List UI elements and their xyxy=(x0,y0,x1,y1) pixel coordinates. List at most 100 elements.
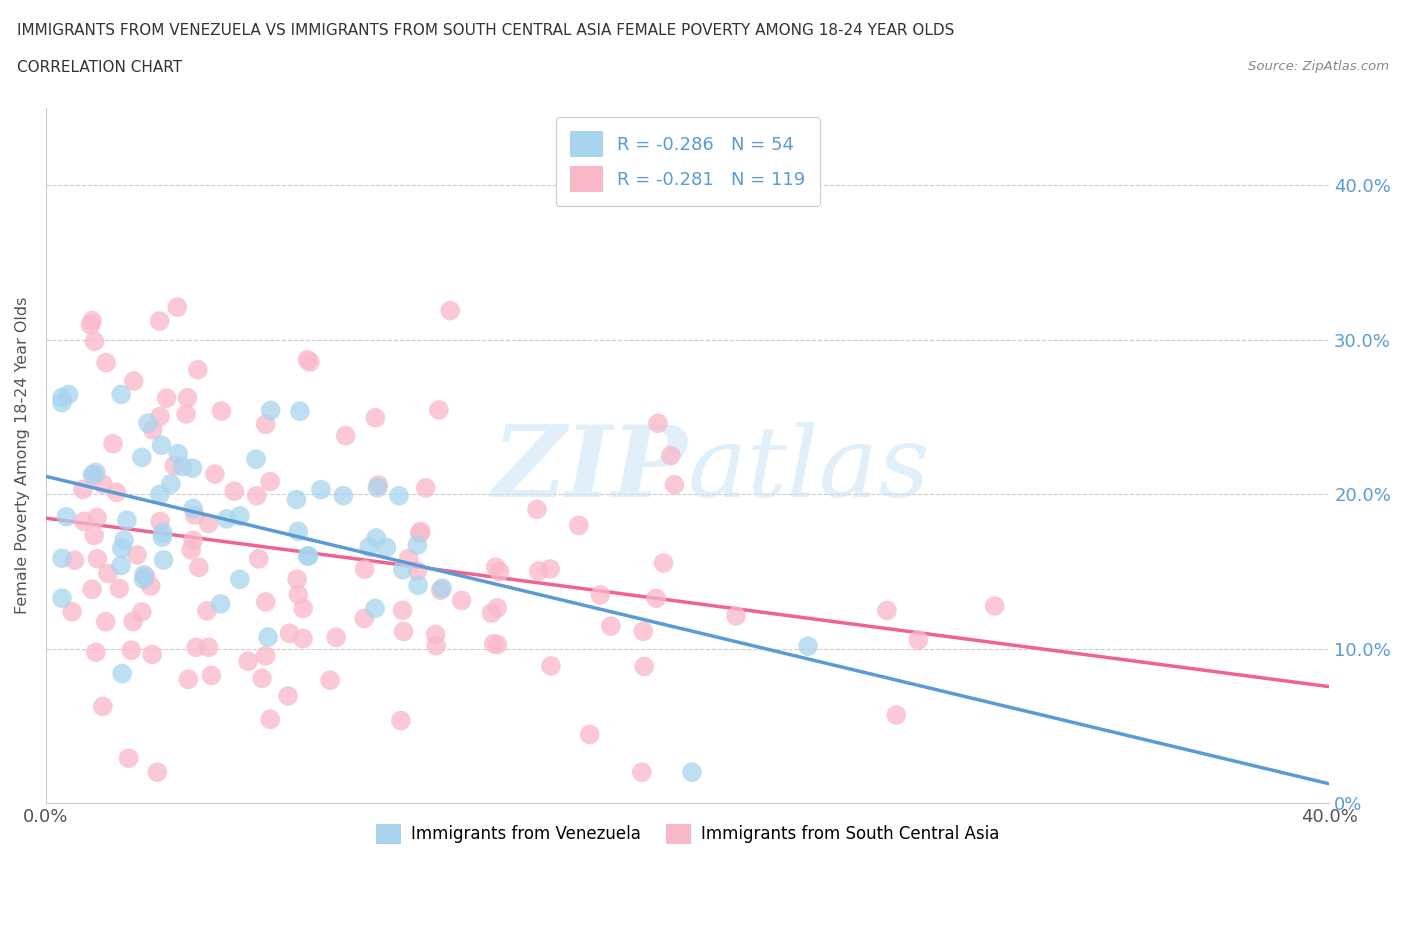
Point xyxy=(599,618,621,633)
Point xyxy=(91,699,114,714)
Point xyxy=(101,436,124,451)
Point xyxy=(886,708,908,723)
Point xyxy=(409,525,432,540)
Point xyxy=(287,524,309,538)
Point xyxy=(176,391,198,405)
Point xyxy=(353,611,375,626)
Point xyxy=(215,512,238,526)
Point xyxy=(186,640,208,655)
Point xyxy=(250,671,273,685)
Point xyxy=(55,510,77,525)
Point xyxy=(139,578,162,593)
Point xyxy=(309,483,332,498)
Point xyxy=(325,630,347,644)
Point xyxy=(391,563,413,578)
Point xyxy=(79,317,101,332)
Point xyxy=(63,552,86,567)
Point xyxy=(388,488,411,503)
Point xyxy=(439,303,461,318)
Point xyxy=(229,509,252,524)
Point xyxy=(160,476,183,491)
Point xyxy=(485,560,508,575)
Point xyxy=(482,636,505,651)
Point xyxy=(527,564,550,578)
Point xyxy=(82,467,104,482)
Point xyxy=(254,648,277,663)
Point xyxy=(111,540,134,555)
Point xyxy=(84,644,107,659)
Point xyxy=(86,551,108,566)
Point xyxy=(177,671,200,686)
Point xyxy=(187,560,209,575)
Point xyxy=(425,627,447,642)
Point xyxy=(181,460,204,475)
Point xyxy=(429,583,451,598)
Point xyxy=(51,591,73,605)
Point xyxy=(406,578,429,592)
Y-axis label: Female Poverty Among 18-24 Year Olds: Female Poverty Among 18-24 Year Olds xyxy=(15,297,30,614)
Point xyxy=(278,626,301,641)
Point xyxy=(297,352,319,367)
Point xyxy=(73,514,96,529)
Point xyxy=(58,387,80,402)
Point xyxy=(224,484,246,498)
Point xyxy=(166,299,188,314)
Point xyxy=(112,533,135,548)
Point xyxy=(110,558,132,573)
Point xyxy=(633,659,655,674)
Point xyxy=(876,603,898,618)
Point xyxy=(367,477,389,492)
Point xyxy=(359,539,381,554)
Point xyxy=(332,488,354,503)
Point xyxy=(526,502,548,517)
Point xyxy=(319,672,342,687)
Point xyxy=(907,632,929,647)
Point xyxy=(664,477,686,492)
Point xyxy=(72,482,94,497)
Point xyxy=(146,764,169,779)
Point xyxy=(83,334,105,349)
Point xyxy=(245,452,267,467)
Point xyxy=(172,459,194,474)
Point xyxy=(364,410,387,425)
Point xyxy=(132,567,155,582)
Point xyxy=(984,599,1007,614)
Point xyxy=(149,313,172,328)
Point xyxy=(136,416,159,431)
Point xyxy=(297,549,319,564)
Point xyxy=(257,630,280,644)
Point xyxy=(645,591,668,605)
Point xyxy=(538,562,561,577)
Point xyxy=(540,658,562,673)
Point xyxy=(450,593,472,608)
Text: CORRELATION CHART: CORRELATION CHART xyxy=(17,60,181,75)
Point xyxy=(259,474,281,489)
Point xyxy=(181,501,204,516)
Point xyxy=(392,624,415,639)
Point xyxy=(659,448,682,463)
Point xyxy=(292,631,315,646)
Point xyxy=(184,508,207,523)
Point xyxy=(105,485,128,499)
Point xyxy=(260,403,283,418)
Legend: Immigrants from Venezuela, Immigrants from South Central Asia: Immigrants from Venezuela, Immigrants fr… xyxy=(363,810,1012,857)
Point xyxy=(398,551,420,566)
Point xyxy=(120,643,142,658)
Point xyxy=(131,450,153,465)
Point xyxy=(152,552,174,567)
Point xyxy=(135,569,157,584)
Point xyxy=(488,565,510,579)
Point xyxy=(415,481,437,496)
Point xyxy=(335,428,357,443)
Point xyxy=(51,551,73,565)
Point xyxy=(486,601,509,616)
Point xyxy=(254,594,277,609)
Point xyxy=(51,395,73,410)
Point xyxy=(97,566,120,581)
Point xyxy=(149,409,172,424)
Point xyxy=(366,530,388,545)
Point xyxy=(82,313,104,328)
Point xyxy=(142,422,165,437)
Point xyxy=(366,480,388,495)
Text: IMMIGRANTS FROM VENEZUELA VS IMMIGRANTS FROM SOUTH CENTRAL ASIA FEMALE POVERTY A: IMMIGRANTS FROM VENEZUELA VS IMMIGRANTS … xyxy=(17,23,955,38)
